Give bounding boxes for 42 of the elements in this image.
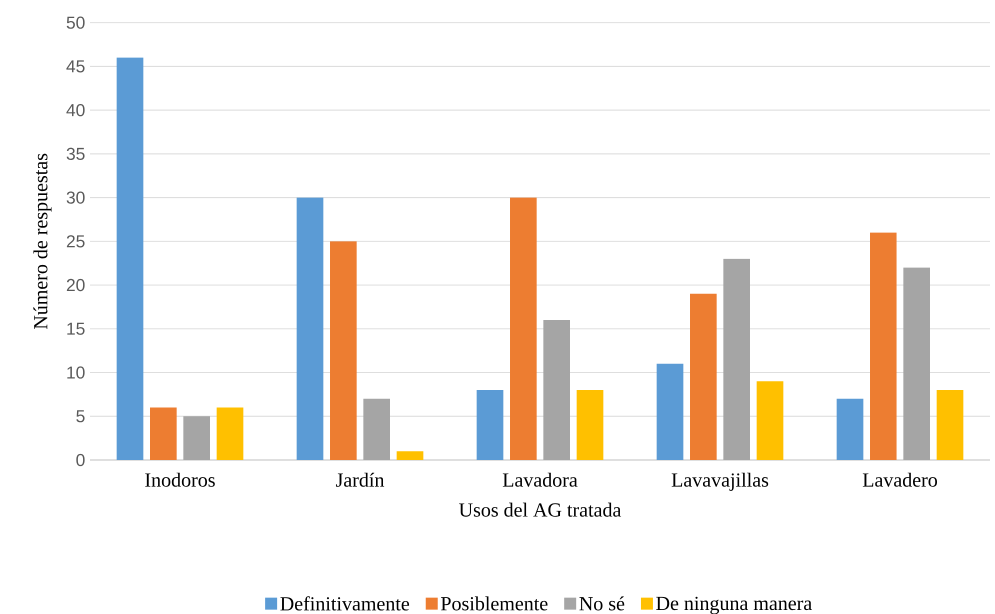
bar (183, 416, 210, 460)
y-tick-label: 25 (66, 235, 85, 248)
x-tick-label: Jardín (336, 472, 384, 487)
bar (656, 364, 684, 460)
y-tick-label: 40 (66, 104, 85, 116)
legend-label: No sé (579, 596, 624, 610)
y-tick-label: 45 (66, 60, 85, 72)
y-tick-label: 0 (76, 454, 85, 466)
legend-label: Definitivamente (280, 596, 410, 611)
bar (936, 390, 964, 460)
y-tick-label: 10 (67, 366, 85, 379)
bar (510, 198, 537, 460)
bar (296, 198, 324, 460)
y-tick-label: 15 (67, 322, 85, 335)
legend-label: Posiblemente (440, 596, 548, 610)
bar (756, 381, 784, 460)
bar (690, 294, 717, 460)
x-axis-title: Usos del AG tratada (459, 502, 622, 517)
legend-label: De ninguna manera (656, 596, 812, 614)
bar (476, 390, 504, 460)
y-tick-label: 5 (76, 410, 85, 422)
bar (723, 258, 750, 460)
bar (216, 408, 244, 460)
x-tick-label: Lavadero (862, 472, 938, 487)
y-tick-label: 30 (66, 191, 85, 204)
x-tick-label: Lavadora (502, 472, 578, 487)
bar (363, 398, 390, 460)
x-tick-label: Lavavajillas (672, 472, 768, 491)
bar (330, 241, 357, 460)
bar (576, 390, 604, 460)
bar (116, 58, 144, 460)
y-axis-title: Número de respuestas (33, 154, 52, 330)
y-tick-label: 35 (66, 148, 85, 160)
x-tick-label: Inodoros (145, 472, 215, 487)
bar (836, 398, 864, 460)
bar (150, 408, 177, 460)
y-tick-label: 50 (66, 16, 85, 29)
bar (870, 232, 897, 460)
bar (396, 451, 424, 460)
y-tick-label: 20 (66, 278, 85, 292)
bar (903, 268, 930, 460)
bar (543, 320, 570, 460)
